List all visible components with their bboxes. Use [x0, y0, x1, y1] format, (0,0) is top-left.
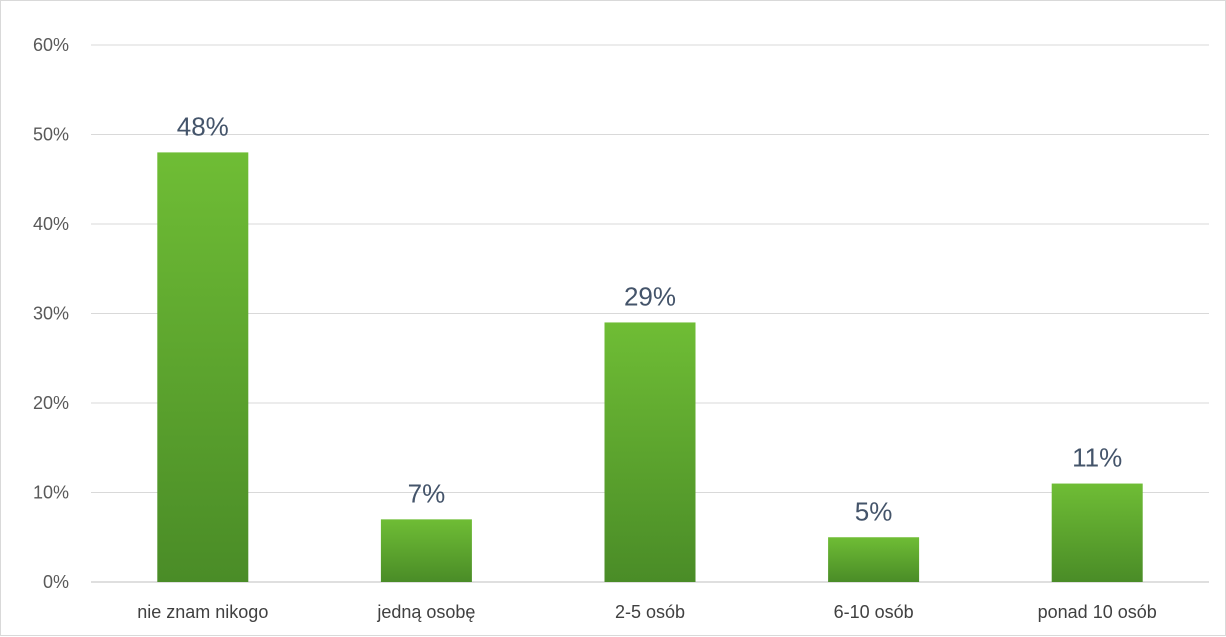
- data-label: 5%: [855, 496, 893, 526]
- bar: [1051, 483, 1143, 582]
- bars: [157, 152, 1143, 582]
- y-tick-label: 10%: [33, 483, 69, 503]
- y-tick-label: 30%: [33, 304, 69, 324]
- category-label: 6-10 osób: [834, 602, 914, 622]
- data-label: 7%: [408, 478, 446, 508]
- category-label: jedną osobę: [376, 602, 475, 622]
- bar: [828, 537, 920, 582]
- y-tick-label: 50%: [33, 125, 69, 145]
- data-label: 29%: [624, 281, 676, 311]
- category-label: ponad 10 osób: [1038, 602, 1157, 622]
- y-tick-label: 20%: [33, 393, 69, 413]
- y-tick-label: 60%: [33, 35, 69, 55]
- bar: [604, 322, 696, 582]
- bar: [157, 152, 249, 582]
- category-label: 2-5 osób: [615, 602, 685, 622]
- bar: [380, 519, 472, 582]
- y-tick-label: 0%: [43, 572, 69, 592]
- category-label: nie znam nikogo: [137, 602, 268, 622]
- data-label: 11%: [1072, 443, 1122, 473]
- data-label: 48%: [177, 111, 229, 141]
- x-axis-category-labels: nie znam nikogo jedną osobę 2-5 osób 6-10 o…: [137, 602, 1157, 622]
- data-labels: 48% 7% 29% 5% 11%: [177, 111, 1122, 526]
- y-axis-tick-labels: 0% 10% 20% 30% 40% 50% 60%: [33, 35, 69, 592]
- y-tick-label: 40%: [33, 214, 69, 234]
